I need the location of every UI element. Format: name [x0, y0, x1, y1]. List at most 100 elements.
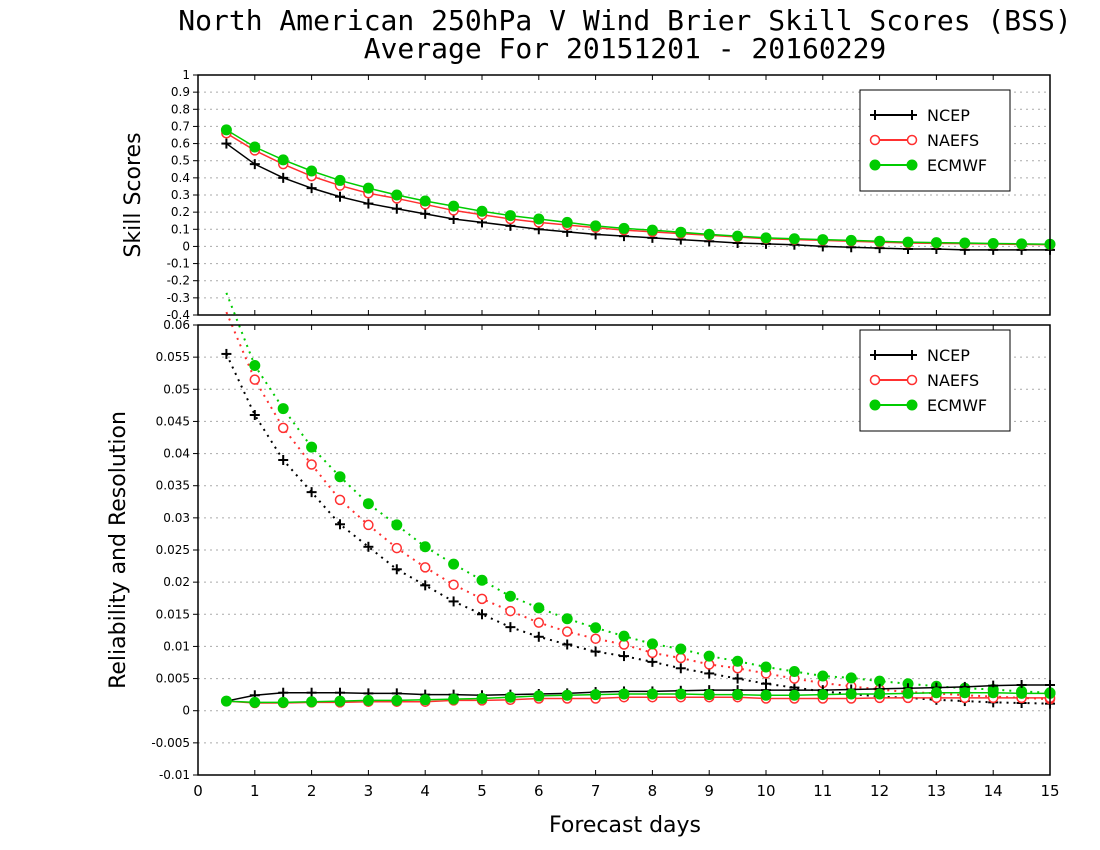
data-point: [533, 213, 545, 225]
chart-title-line2: Average For 20151201 - 20160229: [364, 32, 887, 65]
data-point: [249, 410, 260, 420]
x-tick-label: 10: [756, 782, 775, 800]
data-point: [277, 696, 289, 708]
y-tick-label: 0.1: [171, 222, 190, 236]
x-tick-label: 2: [307, 782, 317, 800]
data-point: [334, 695, 346, 707]
data-point: [476, 574, 488, 586]
data-point: [1016, 687, 1028, 699]
legend-label: ECMWF: [927, 396, 987, 415]
data-point: [306, 183, 317, 194]
data-point: [732, 655, 744, 667]
x-tick-label: 4: [420, 782, 430, 800]
data-point: [817, 689, 829, 701]
data-point: [306, 687, 317, 698]
data-point: [476, 593, 488, 605]
data-point: [590, 622, 602, 634]
data-point: [448, 579, 459, 590]
legend-label: NCEP: [927, 106, 970, 125]
data-point: [391, 189, 403, 201]
data-point: [590, 646, 601, 657]
data-point: [220, 124, 232, 136]
data-point: [419, 562, 431, 573]
y-tick-label: 0.02: [163, 575, 190, 589]
legend-marker: [907, 110, 917, 120]
plot-frame: [197, 324, 1051, 776]
y-axis-title: Reliability and Resolution: [106, 411, 131, 689]
legend: NCEP NAEFS ECMWF: [859, 89, 1011, 192]
data-point: [646, 224, 658, 236]
data-point: [590, 220, 602, 232]
data-point: [987, 687, 999, 699]
data-point: [477, 609, 487, 620]
y-tick-label: -0.2: [167, 274, 190, 288]
data-point: [788, 233, 800, 245]
data-point: [788, 689, 800, 701]
data-point: [249, 360, 261, 371]
data-point: [504, 590, 516, 602]
y-tick-label: -0.005: [151, 736, 190, 750]
legend-marker: [906, 374, 918, 386]
data-point: [277, 403, 289, 415]
data-point: [675, 663, 686, 674]
legend-marker: [869, 374, 881, 386]
data-point: [704, 668, 715, 679]
y-tick-label: -0.01: [159, 768, 190, 782]
x-tick-label: 12: [870, 782, 889, 800]
y-tick-label: 0.025: [156, 543, 190, 557]
data-point: [703, 650, 715, 662]
data-point: [419, 694, 431, 706]
legend: NCEP NAEFS ECMWF: [859, 329, 1011, 432]
data-point: [420, 580, 431, 591]
x-tick-label: 6: [534, 782, 544, 800]
data-point: [561, 689, 573, 701]
data-point: [419, 195, 431, 207]
data-point: [874, 688, 886, 700]
y-tick-label: 0.7: [171, 119, 190, 133]
series-line: [225, 311, 1051, 701]
y-tick-label: 0.9: [171, 85, 190, 99]
y-tick-label: -0.4: [167, 308, 190, 322]
y-tick-label: 0.6: [171, 137, 190, 151]
y-tick-label: 0.8: [171, 102, 190, 116]
data-point: [675, 652, 687, 664]
data-point: [476, 205, 488, 217]
data-point: [420, 208, 431, 219]
data-point: [675, 688, 687, 700]
legend-marker: [870, 350, 880, 360]
y-tick-label: 0.05: [163, 382, 190, 396]
reliability-resolution-panel: 0.06 0.055 0.05 0.045 0.04 0.035 0.03 0.025 0.02…: [106, 292, 1056, 782]
data-point: [306, 696, 318, 708]
data-point: [732, 689, 744, 701]
data-point: [249, 159, 260, 170]
y-tick-label: 0.015: [156, 607, 190, 621]
data-point: [306, 441, 318, 453]
y-tick-label: 0: [182, 239, 190, 253]
data-point: [845, 234, 857, 246]
data-point: [220, 695, 232, 707]
data-point: [448, 200, 460, 212]
y-tick-label: 0.035: [156, 479, 190, 493]
data-point: [249, 141, 261, 153]
y-tick-label: 1: [182, 68, 190, 82]
data-point: [646, 688, 658, 700]
series-ecmwf-reliability: [220, 687, 1056, 708]
data-point: [448, 558, 460, 570]
y-tick-label: 0.01: [163, 639, 190, 653]
data-point: [902, 687, 914, 699]
skill-score-panel: 1 0.9 0.8 0.7 0.6 0.5 0.4 0.3 0.2 0.1 0 -0.1 -0.2 -0.…: [121, 68, 1056, 322]
data-point: [647, 656, 658, 667]
plot-frame: [197, 74, 1051, 316]
y-tick-label: 0.055: [156, 350, 190, 364]
data-point: [363, 198, 374, 209]
legend-marker: [906, 134, 918, 146]
data-point: [533, 690, 545, 702]
data-point: [334, 494, 346, 506]
data-point: [306, 487, 317, 498]
data-point: [448, 693, 460, 705]
data-point: [278, 455, 289, 465]
data-point: [959, 237, 971, 249]
data-point: [362, 182, 374, 194]
x-tick-label: 0: [193, 782, 203, 800]
data-point: [448, 596, 459, 607]
